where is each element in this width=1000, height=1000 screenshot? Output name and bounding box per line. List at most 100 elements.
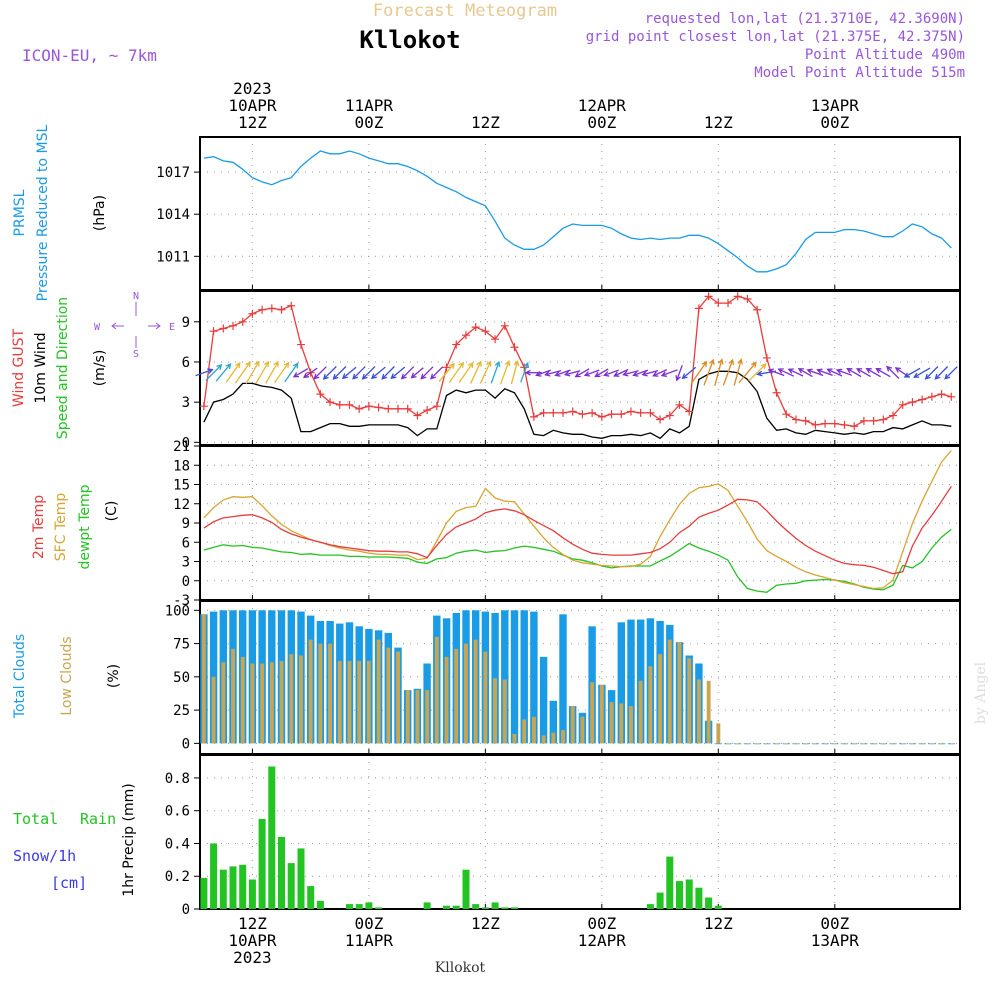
temp-dewpt-label: dewpt Temp — [77, 484, 93, 569]
wind-arrow-head — [583, 371, 591, 377]
wind-arrow-head — [273, 360, 279, 368]
y-tick-label: 0 — [182, 736, 190, 752]
wind-direction-arrow — [614, 368, 629, 377]
wind-arrow-head — [341, 373, 348, 380]
low-cloud-bar — [201, 614, 206, 744]
total-cloud-bar — [539, 656, 548, 744]
low-cloud-bar — [299, 655, 303, 744]
time-label: 12Z — [704, 914, 733, 933]
temperature-labels: 2m Temp SFC Temp dewpt Temp (C) — [31, 484, 120, 569]
total-cloud-label: Total Clouds — [12, 634, 28, 719]
wind-arrow-head — [513, 359, 520, 367]
low-cloud-bar — [231, 648, 235, 744]
gust-marker — [471, 323, 480, 332]
compass-west: W — [94, 322, 101, 333]
gust-marker — [636, 408, 645, 417]
low-cloud-bar — [211, 676, 216, 744]
wind-direction-arrow — [604, 369, 619, 376]
gust-marker — [733, 292, 742, 301]
total-cloud-bar — [549, 700, 557, 744]
time-label: 12APR — [578, 96, 627, 115]
low-cloud-bar — [706, 680, 711, 744]
wind-arrow-head — [622, 370, 629, 377]
rain-bar — [200, 877, 208, 909]
wind-arrow-head — [254, 360, 260, 367]
low-cloud-bar — [823, 743, 827, 745]
rain-bar — [705, 897, 713, 909]
wind-arrow-head — [903, 372, 910, 378]
wind-arrow-head — [504, 359, 511, 367]
low-cloud-bar — [551, 732, 556, 744]
low-cloud-bar — [308, 639, 313, 744]
pressure-line — [203, 150, 952, 273]
wind-arrow-head — [767, 368, 774, 375]
wind-direction-arrow — [925, 366, 939, 380]
gust-marker — [209, 327, 218, 336]
gust-marker — [219, 324, 228, 333]
wind-direction-arrow — [274, 362, 290, 383]
rain-bar — [511, 907, 518, 909]
wind-direction-arrow — [714, 359, 723, 386]
gust-marker — [753, 305, 762, 314]
wind-arrow-head — [292, 362, 299, 369]
wind-arrow-head — [865, 368, 872, 374]
wind-direction-arrow — [470, 361, 482, 384]
wind-dir-label: Speed and Direction — [55, 297, 71, 439]
wind-direction-arrow — [798, 368, 813, 378]
gridpoint-coords: grid point closest lon,lat (21.375E, 42.… — [586, 29, 965, 45]
gust-marker — [568, 407, 577, 416]
total-cloud-bar — [559, 614, 567, 744]
gust-marker — [821, 419, 830, 428]
wind-arrow-head — [816, 368, 823, 375]
wind-direction-arrow — [722, 359, 734, 386]
wind-direction-arrow — [205, 364, 222, 381]
wind-arrow-head — [554, 371, 561, 377]
low-cloud-bar — [250, 663, 255, 744]
cloud-panel: 0 25 50 75 100 — [165, 600, 961, 755]
low-cloud-bar — [415, 690, 420, 744]
gust-marker — [287, 301, 296, 310]
y-tick-label: 0 — [182, 902, 190, 918]
wind-direction-arrow — [934, 366, 949, 380]
low-cloud-bar — [532, 716, 536, 744]
precip-snow-label: Snow/1h — [13, 847, 76, 865]
wind-arrow-head — [449, 362, 455, 369]
gust-marker — [879, 415, 888, 424]
wind-direction-arrow — [293, 368, 309, 378]
compass-north: N — [133, 291, 139, 302]
wind-direction-arrow — [520, 362, 529, 383]
rain-bar — [472, 904, 480, 909]
gust-marker — [859, 416, 868, 425]
low-cloud-bar — [881, 743, 886, 745]
wind-direction-arrow — [323, 366, 337, 380]
gust-marker — [665, 411, 674, 420]
wind-arrow-head — [777, 368, 784, 374]
y-tick-label: 6 — [182, 355, 190, 371]
wind-arrow-head — [283, 361, 290, 368]
wind-direction-arrow — [778, 368, 795, 377]
wind-arrow-head — [797, 368, 804, 374]
low-cloud-bar — [667, 639, 672, 744]
low-cloud-bar — [357, 660, 362, 744]
low-cloud-bar — [832, 743, 837, 745]
gust-marker — [869, 416, 878, 425]
compass-east: E — [169, 322, 175, 333]
wind-arrow-head — [574, 371, 581, 378]
wind-direction-arrow — [545, 369, 562, 376]
wind-direction-arrow — [642, 369, 659, 376]
wind-direction-arrow — [245, 361, 260, 385]
rain-bar — [346, 904, 353, 909]
pressure-msl-label: Pressure Reduced to MSL — [35, 124, 51, 301]
y-tick-label: 1011 — [156, 249, 190, 265]
low-cloud-bar — [648, 666, 653, 744]
low-cloud-bar — [599, 684, 604, 744]
gust-marker — [840, 420, 849, 429]
gust-marker — [199, 402, 208, 411]
rain-bar — [656, 892, 664, 909]
low-cloud-bar — [803, 743, 808, 745]
gust-marker — [394, 404, 403, 413]
low-cloud-bar — [289, 654, 294, 744]
wind-direction-arrow — [768, 369, 785, 377]
wind-arrow-head — [292, 372, 300, 378]
wind-arrow-head — [594, 371, 601, 378]
